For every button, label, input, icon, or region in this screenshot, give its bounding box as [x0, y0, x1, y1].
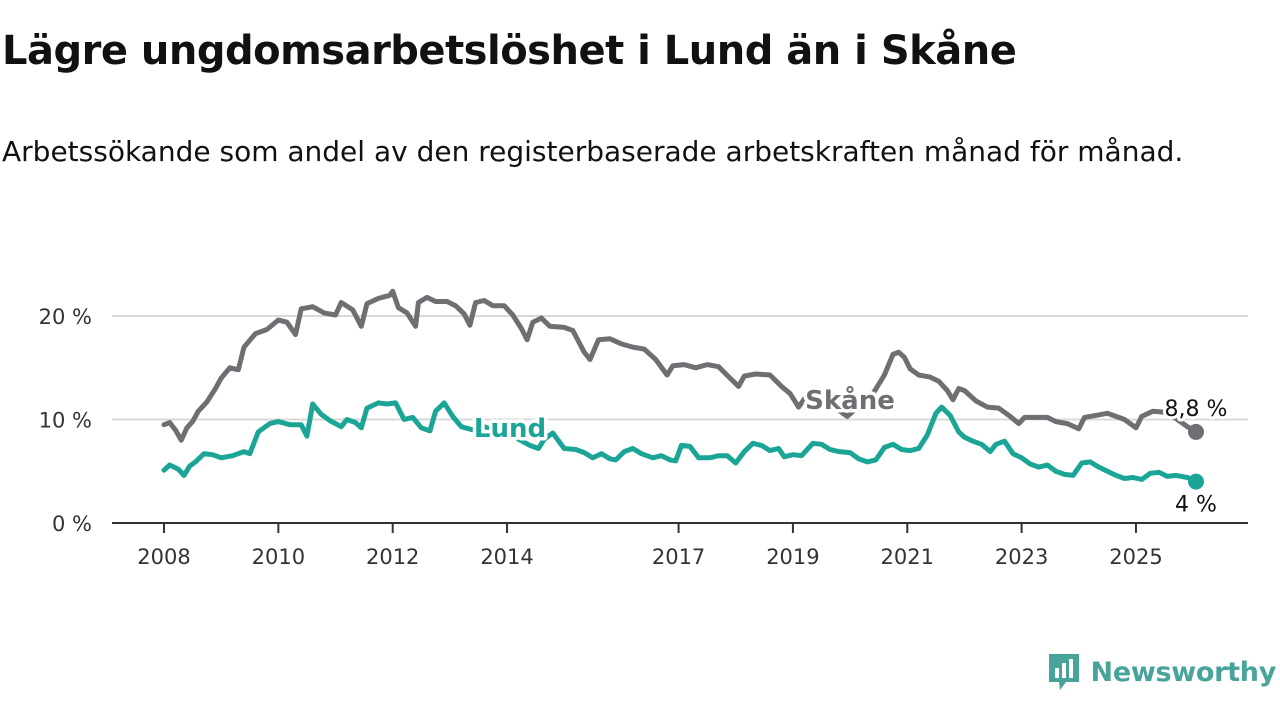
newsworthy-logo: Newsworthy: [1047, 652, 1276, 692]
gridlines: [112, 315, 1248, 524]
x-tick-label: 2025: [1109, 545, 1162, 569]
y-tick-label: 10 %: [39, 409, 92, 433]
series-line-lund: [161, 400, 1199, 485]
chart-title: Lägre ungdomsarbetslöshet i Lund än i Sk…: [2, 28, 1017, 74]
y-axis-ticks: 0 % 10 % 20 %: [39, 305, 92, 536]
x-axis-ticks: 2008 2010 2012 2014 2017 2019 2021 2023 2025: [137, 523, 1163, 569]
end-point-lund: [1188, 473, 1204, 490]
series-lines: [161, 288, 1204, 490]
x-tick-label: 2008: [137, 545, 190, 569]
x-tick-label: 2012: [366, 545, 419, 569]
x-tick-label: 2019: [766, 545, 819, 569]
end-value-label-sk-ne: 8,8 %: [1165, 397, 1228, 422]
y-tick-label: 0 %: [52, 512, 92, 536]
end-value-label-lund: 4 %: [1175, 493, 1217, 518]
series-labels: Skåne 8,8 % Lund 4 %: [470, 381, 1230, 521]
x-tick-label: 2014: [480, 545, 533, 569]
line-chart: 0 % 10 % 20 % 2008 2010 2012 2014 2017 2019 2021…: [39, 288, 1248, 569]
end-point-sk-ne: [1188, 423, 1204, 440]
x-tick-label: 2010: [252, 545, 305, 569]
series-label-sk-ne: Skåne: [805, 384, 895, 416]
series-label-lund: Lund: [474, 414, 546, 444]
series-line-sk-ne: [161, 288, 1199, 443]
y-tick-label: 20 %: [39, 305, 92, 329]
brand-name: Newsworthy: [1090, 656, 1277, 688]
newsworthy-chart-icon: [1048, 654, 1079, 690]
chart-subtitle: Arbetssökande som andel av den registerb…: [2, 135, 1184, 168]
x-tick-label: 2021: [881, 545, 934, 569]
x-tick-label: 2023: [995, 545, 1048, 569]
x-tick-label: 2017: [652, 545, 705, 569]
